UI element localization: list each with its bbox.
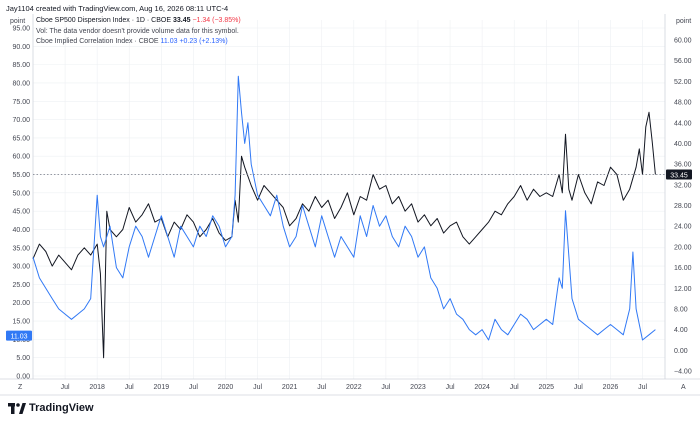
left-tick-label: 95.00 xyxy=(12,26,30,33)
left-axis-unit: point xyxy=(10,18,25,25)
left-tick-label: 20.00 xyxy=(12,300,30,307)
tradingview-logo: TradingView xyxy=(8,402,94,414)
left-tick-label: 55.00 xyxy=(12,172,30,179)
left-tick-label: 85.00 xyxy=(12,62,30,69)
left-tick-label: 90.00 xyxy=(12,44,30,51)
x-tick-label: Jul xyxy=(446,384,455,391)
right-tick-label: 52.00 xyxy=(674,79,692,86)
right-tick-label: 16.00 xyxy=(674,265,692,272)
right-tick-label: 56.00 xyxy=(674,58,692,65)
left-tick-label: 5.00 xyxy=(16,355,30,362)
left-tick-label: 40.00 xyxy=(12,227,30,234)
legend-row-correlation[interactable]: Cboe Implied Correlation Index · CBOE 11… xyxy=(36,37,241,48)
left-tick-label: 50.00 xyxy=(12,190,30,197)
chart-overlay: 33.45 11.03 xyxy=(6,169,692,341)
x-tick-label: Jul xyxy=(317,384,326,391)
x-tick-label: 2026 xyxy=(603,384,619,391)
x-tick-label: Jul xyxy=(638,384,647,391)
right-tick-label: 32.00 xyxy=(674,182,692,189)
left-tick-label: 70.00 xyxy=(12,117,30,124)
legend-dispersion-name: Cboe SP500 Dispersion Index · 1D · CBOE xyxy=(36,17,172,24)
dispersion-last-label: 33.45 xyxy=(670,172,688,179)
series-line-correlation xyxy=(32,75,656,341)
x-tick-label: 2023 xyxy=(410,384,426,391)
x-tick-label: Jul xyxy=(189,384,198,391)
correlation-last-label: 11.03 xyxy=(11,333,28,340)
grid-lines xyxy=(33,20,665,379)
x-tick-label: 2021 xyxy=(282,384,298,391)
scale-toggle: A xyxy=(681,384,686,391)
right-tick-label: 28.00 xyxy=(674,203,692,210)
right-axis-unit: point xyxy=(676,18,691,25)
right-tick-label: 24.00 xyxy=(674,224,692,231)
created-by-caption: Jay1104 created with TradingView.com, Au… xyxy=(6,4,229,13)
x-tick-label: 2019 xyxy=(154,384,170,391)
legend-dispersion-change: −1.34 (−3.85%) xyxy=(192,17,241,24)
legend-correlation-value: 11.03 xyxy=(160,38,178,45)
left-tick-label: 25.00 xyxy=(12,282,30,289)
left-tick-label: 15.00 xyxy=(12,319,30,326)
series-lines xyxy=(32,75,656,359)
series-line-dispersion xyxy=(32,111,656,359)
x-tick-label: 2020 xyxy=(218,384,234,391)
left-tick-label: 0.00 xyxy=(16,374,30,381)
right-tick-label: 44.00 xyxy=(674,120,692,127)
legend-row-dispersion[interactable]: Cboe SP500 Dispersion Index · 1D · CBOE … xyxy=(36,16,241,27)
right-tick-label: 40.00 xyxy=(674,141,692,148)
chart-frame xyxy=(0,14,700,396)
dispersion-last-badge xyxy=(666,169,692,180)
left-tick-label: 35.00 xyxy=(12,245,30,252)
right-axis[interactable]: point −4.00 0.00 4.00 8.00 12.00 16.00 20.00 24.… xyxy=(674,18,692,376)
right-tick-label: 12.00 xyxy=(674,286,692,293)
x-tick-label: 2024 xyxy=(474,384,490,391)
x-tick-label: Jul xyxy=(253,384,262,391)
tradingview-logo-icon xyxy=(8,402,26,414)
x-tick-label: 2018 xyxy=(89,384,105,391)
legend-volume-note: Vol: The data vendor doesn't provide vol… xyxy=(36,27,239,35)
x-axis[interactable]: Jul 2018 Jul 2019 Jul 2020 Jul 2021 Jul 2022 Jul 20… xyxy=(18,384,686,391)
left-tick-label: 80.00 xyxy=(12,80,30,87)
brand-name: TradingView xyxy=(29,402,94,414)
chart-legend: Cboe SP500 Dispersion Index · 1D · CBOE … xyxy=(36,16,241,48)
left-tick-label: 75.00 xyxy=(12,99,30,106)
right-tick-label: 48.00 xyxy=(674,100,692,107)
right-tick-label: 20.00 xyxy=(674,244,692,251)
legend-correlation-name: Cboe Implied Correlation Index · CBOE xyxy=(36,38,159,45)
x-tick-label: 2025 xyxy=(539,384,555,391)
right-tick-label: 36.00 xyxy=(674,162,692,169)
x-tick-label: Jul xyxy=(510,384,519,391)
zoom-toggle: Z xyxy=(18,384,23,391)
left-axis[interactable]: point0.005.0010.0015.0020.0025.0030.0035… xyxy=(10,18,30,381)
x-tick-label: Jul xyxy=(381,384,390,391)
left-tick-label: 30.00 xyxy=(12,264,30,271)
legend-dispersion-value: 33.45 xyxy=(172,17,191,24)
right-tick-label: 4.00 xyxy=(674,327,688,334)
x-tick-label: Jul xyxy=(125,384,134,391)
left-tick-label: 60.00 xyxy=(12,154,30,161)
x-tick-label: Jul xyxy=(574,384,583,391)
right-tick-label: 8.00 xyxy=(674,306,688,313)
left-tick-label: 65.00 xyxy=(12,135,30,142)
left-tick-label: 45.00 xyxy=(12,209,30,216)
correlation-last-badge xyxy=(6,330,32,341)
right-tick-label: 0.00 xyxy=(674,348,688,355)
x-tick-label: 2022 xyxy=(346,384,362,391)
x-tick-label: Jul xyxy=(61,384,70,391)
legend-correlation-change: +0.23 (+2.13%) xyxy=(179,38,228,45)
right-tick-label: −4.00 xyxy=(674,369,692,376)
right-tick-label: 60.00 xyxy=(674,38,692,45)
